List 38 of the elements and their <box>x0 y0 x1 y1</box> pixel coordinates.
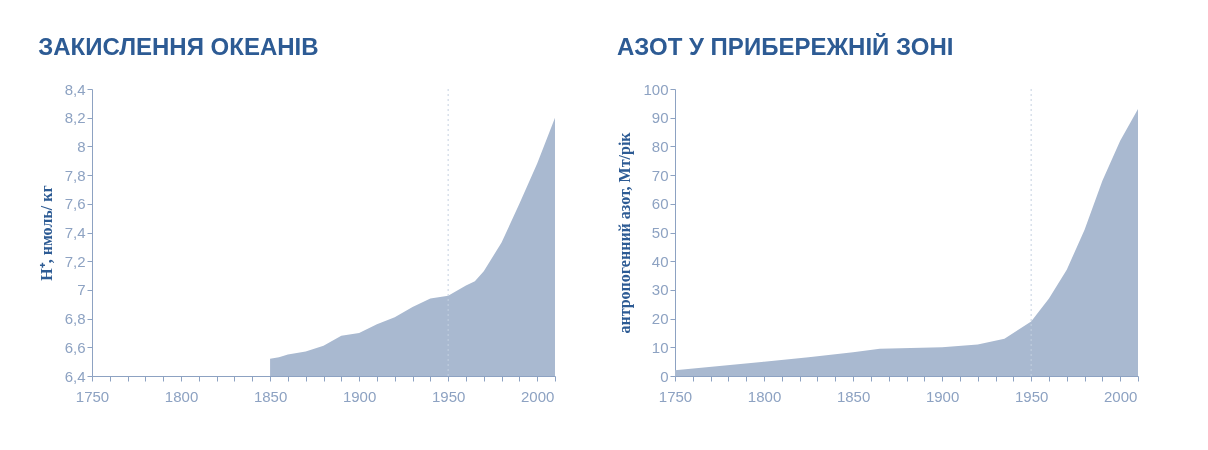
y-tick-label: 100 <box>643 80 669 98</box>
y-tick-label: 7,6 <box>64 195 86 213</box>
y-tick-label: 7 <box>77 281 86 299</box>
y-tick-label: 6,6 <box>64 338 86 356</box>
y-tick-label: 7,4 <box>64 224 86 241</box>
x-tick-label: 1800 <box>747 387 782 405</box>
y-tick-label: 7,8 <box>64 166 86 184</box>
x-tick-label: 2000 <box>1104 387 1138 405</box>
y-tick-label: 40 <box>651 252 669 270</box>
y-tick-label: 0 <box>660 367 669 385</box>
y-tick-label: 8 <box>77 137 86 155</box>
y-tick-label: 90 <box>651 109 669 127</box>
y-axis-title: антропогенний азот, Мт/рік <box>616 131 635 334</box>
x-tick-label: 1800 <box>164 387 199 405</box>
y-tick-label: 70 <box>651 166 669 184</box>
y-tick-label: 30 <box>651 281 669 299</box>
y-tick-label: 60 <box>651 195 669 213</box>
x-tick-label: 1750 <box>658 387 693 405</box>
y-tick-label: 7,2 <box>64 252 86 270</box>
x-tick-label: 1900 <box>342 387 377 405</box>
y-tick-label: 10 <box>651 338 669 356</box>
x-tick-label: 2000 <box>521 387 555 405</box>
chart-title: ЗАКИСЛЕННЯ ОКЕАНІВ <box>38 33 319 60</box>
y-tick-label: 6,8 <box>64 310 86 328</box>
y-tick-label: 6,4 <box>64 367 86 385</box>
x-tick-label: 1850 <box>836 387 871 405</box>
x-tick-label: 1950 <box>431 387 466 405</box>
y-tick-label: 80 <box>651 137 669 155</box>
y-tick-label: 50 <box>651 224 669 241</box>
y-tick-label: 20 <box>651 310 669 328</box>
y-axis-title: H⁺, нмоль/ кг <box>37 185 55 281</box>
y-tick-label: 8,4 <box>64 80 86 98</box>
y-tick-label: 8,2 <box>64 109 86 127</box>
x-tick-label: 1850 <box>253 387 288 405</box>
chart-title: АЗОТ У ПРИБЕРЕЖНІЙ ЗОНІ <box>616 33 954 60</box>
x-tick-label: 1950 <box>1014 387 1049 405</box>
x-tick-label: 1900 <box>925 387 960 405</box>
x-tick-label: 1750 <box>75 387 110 405</box>
